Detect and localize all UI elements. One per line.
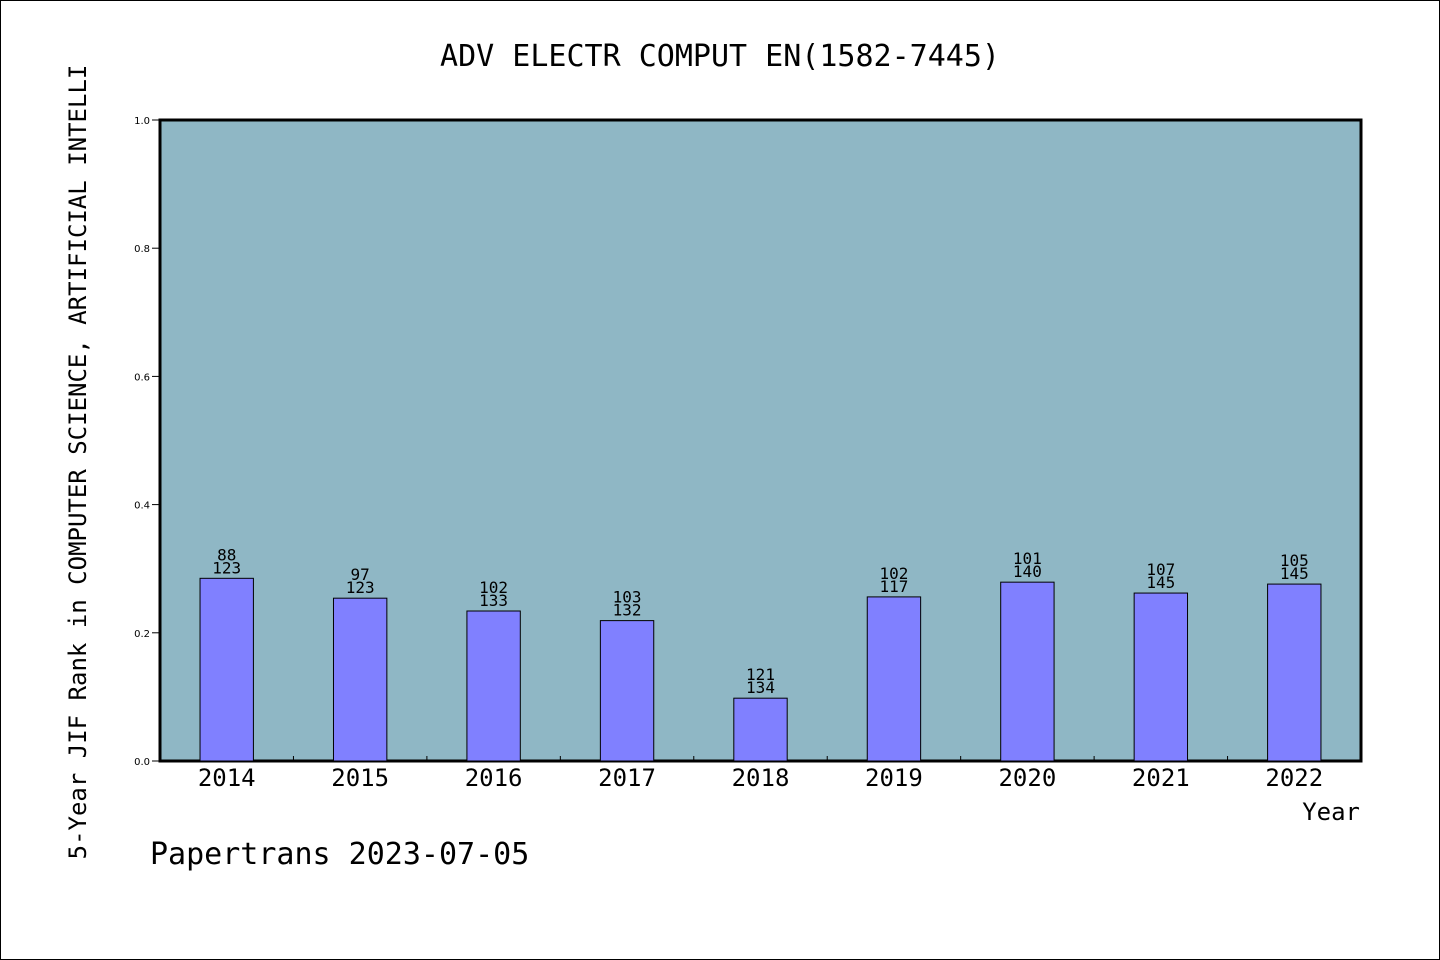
rank-label-2015: 97 [351,565,370,584]
total-label-2017: 132 [613,601,642,620]
y-tick-label: 0.2 [134,629,150,640]
y-tick-label: 0.6 [134,372,150,383]
bar-2021 [1133,592,1189,762]
x-tick-label-2015: 2015 [331,764,389,792]
bar-2019 [866,596,922,762]
footer-credit: Papertrans 2023-07-05 [150,837,529,872]
y-axis-ticks: 0.0 0.2 0.4 0.6 0.8 1.0 [134,116,160,768]
y-tick-label: 1.0 [134,116,150,127]
rank-label-2020: 101 [1013,549,1042,568]
total-label-2020: 140 [1013,562,1042,581]
rank-label-2022: 105 [1280,551,1309,570]
total-label-2019: 117 [879,577,908,596]
rank-label-2021: 107 [1146,560,1175,579]
bar-2017 [599,620,655,762]
total-label-2015: 123 [346,578,375,597]
total-label-2022: 145 [1280,564,1309,583]
x-tick-label-2021: 2021 [1132,764,1190,792]
x-tick-label-2019: 2019 [865,764,923,792]
y-tick-label: 0.0 [134,757,150,768]
x-tick-label-2020: 2020 [998,764,1056,792]
bar-2022 [1267,583,1322,762]
x-axis-label: Year [1302,798,1360,826]
total-label-2016: 133 [479,591,508,610]
x-tick-label-2014: 2014 [198,764,256,792]
x-tick-label-2017: 2017 [598,764,656,792]
bar-2015 [332,597,388,762]
total-label-2014: 123 [212,558,241,577]
rank-label-2019: 102 [879,564,908,583]
rank-label-2014: 88 [217,545,236,564]
bar-2016 [466,610,521,762]
rank-label-2016: 102 [479,578,508,597]
bar-2020 [1000,581,1055,762]
y-tick-label: 0.8 [134,244,150,255]
total-label-2021: 145 [1146,573,1175,592]
rank-label-2017: 103 [613,588,642,607]
total-label-2018: 134 [746,678,775,697]
chart-title: ADV ELECTR COMPUT EN(1582-7445) [440,39,1000,74]
x-tick-label-2016: 2016 [465,764,523,792]
y-tick-label: 0.4 [134,501,150,512]
x-tick-label-2022: 2022 [1265,764,1323,792]
x-tick-label-2018: 2018 [732,764,790,792]
bars [199,577,1322,762]
x-axis-ticks: 2014 2015 2016 2017 2018 2019 2020 2021 2022 [198,756,1323,792]
bar-2014 [199,577,254,762]
bar-2018 [733,697,788,762]
y-axis-label: 5-Year JIF Rank in COMPUTER SCIENCE, ART… [64,65,92,860]
rank-label-2018: 121 [746,665,775,684]
